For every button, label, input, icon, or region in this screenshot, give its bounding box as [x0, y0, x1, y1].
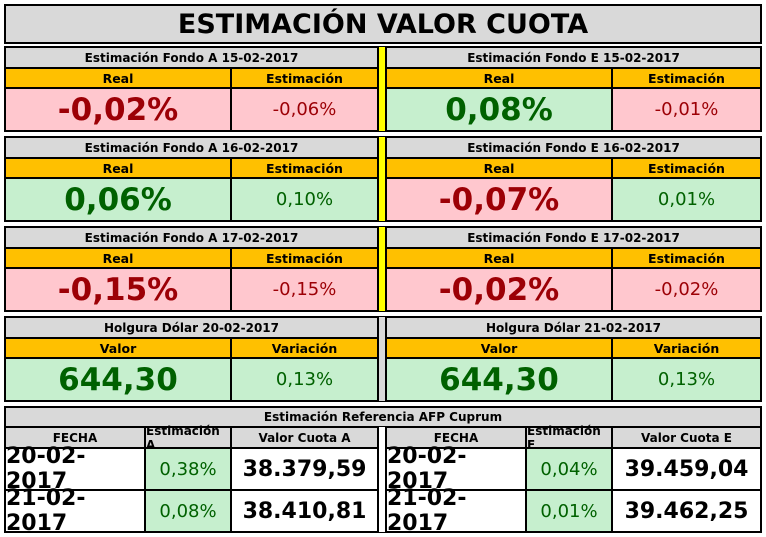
col-header-variacion: Variación: [231, 338, 378, 358]
col-header-fecha: FECHA: [386, 427, 526, 448]
real-value: 0,06%: [5, 178, 231, 221]
fecha-cell: 20-02-2017: [5, 444, 145, 494]
fecha-cell: 20-02-2017: [386, 444, 526, 494]
variacion-value: 0,13%: [612, 358, 761, 401]
col-header-valor: Valor: [5, 338, 231, 358]
col-header-real: Real: [386, 68, 612, 88]
real-value: -0,15%: [5, 268, 231, 311]
block-header: Estimación Fondo E 16-02-2017: [386, 137, 761, 158]
valor-value: 644,30: [5, 358, 231, 401]
col-header-estimacion: Estimación: [612, 68, 761, 88]
col-header-estimacion: Estimación: [231, 158, 378, 178]
real-value: -0,07%: [386, 178, 612, 221]
separator: [378, 47, 386, 131]
valor-value: 644,30: [386, 358, 612, 401]
col-header-valor: Valor: [386, 338, 612, 358]
col-header-real: Real: [386, 158, 612, 178]
col-header-real: Real: [5, 158, 231, 178]
block-header: Estimación Fondo A 16-02-2017: [5, 137, 378, 158]
estimacion-value: -0,06%: [231, 88, 378, 131]
block-header: Estimación Fondo E 15-02-2017: [386, 47, 761, 68]
col-header-valor-cuota-a: Valor Cuota A: [231, 427, 378, 448]
block-header: Holgura Dólar 21-02-2017: [386, 317, 761, 338]
valor-cuota-a-cell: 38.379,59: [231, 448, 378, 490]
page-title: ESTIMACIÓN VALOR CUOTA: [4, 4, 762, 44]
real-value: -0,02%: [386, 268, 612, 311]
fecha-cell: 21-02-2017: [386, 486, 526, 536]
fecha-cell: 21-02-2017: [5, 486, 145, 536]
separator: [378, 137, 386, 221]
col-header-real: Real: [5, 68, 231, 88]
reference-header: Estimación Referencia AFP Cuprum: [5, 407, 761, 427]
valor-cuota-e-cell: 39.459,04: [612, 448, 761, 490]
estimacion-a-cell: 0,38%: [145, 448, 231, 490]
block-header: Estimación Fondo E 17-02-2017: [386, 227, 761, 248]
block-header: Holgura Dólar 20-02-2017: [5, 317, 378, 338]
col-header-estimacion: Estimación: [231, 248, 378, 268]
block-header: Estimación Fondo A 17-02-2017: [5, 227, 378, 248]
estimacion-value: 0,01%: [612, 178, 761, 221]
estimacion-e-cell: 0,04%: [526, 448, 612, 490]
col-header-variacion: Variación: [612, 338, 761, 358]
estimacion-e-cell: 0,01%: [526, 490, 612, 532]
col-header-estimacion: Estimación: [231, 68, 378, 88]
col-header-fecha: FECHA: [5, 427, 145, 448]
block-header: Estimación Fondo A 15-02-2017: [5, 47, 378, 68]
valor-cuota-a-cell: 38.410,81: [231, 490, 378, 532]
col-header-valor-cuota-e: Valor Cuota E: [612, 427, 761, 448]
col-header-real: Real: [5, 248, 231, 268]
col-header-real: Real: [386, 248, 612, 268]
valor-cuota-e-cell: 39.462,25: [612, 490, 761, 532]
col-header-estimacion: Estimación: [612, 158, 761, 178]
real-value: -0,02%: [5, 88, 231, 131]
estimacion-value: -0,01%: [612, 88, 761, 131]
estimacion-a-cell: 0,08%: [145, 490, 231, 532]
separator: [378, 427, 386, 532]
estimacion-value: -0,02%: [612, 268, 761, 311]
col-header-estimacion-a: Estimación A: [145, 424, 231, 452]
estimacion-value: 0,10%: [231, 178, 378, 221]
col-header-estimacion-e: Estimación E: [526, 424, 612, 452]
variacion-value: 0,13%: [231, 358, 378, 401]
col-header-estimacion: Estimación: [612, 248, 761, 268]
estimacion-value: -0,15%: [231, 268, 378, 311]
separator: [378, 227, 386, 311]
separator: [378, 317, 386, 401]
real-value: 0,08%: [386, 88, 612, 131]
